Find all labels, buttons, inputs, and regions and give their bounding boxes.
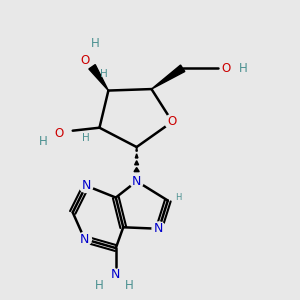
Polygon shape (135, 154, 138, 158)
Polygon shape (136, 147, 137, 151)
Text: H: H (175, 193, 181, 202)
Circle shape (78, 232, 92, 246)
Text: H: H (100, 69, 108, 79)
Text: N: N (154, 222, 164, 235)
Polygon shape (89, 64, 108, 91)
Polygon shape (134, 174, 140, 178)
Text: H: H (82, 133, 90, 143)
Text: N: N (111, 268, 121, 281)
Polygon shape (135, 161, 139, 165)
Polygon shape (152, 65, 185, 89)
Text: H: H (95, 279, 104, 292)
Circle shape (79, 179, 93, 193)
Text: O: O (55, 127, 64, 140)
Text: H: H (39, 135, 47, 148)
Text: O: O (221, 62, 230, 75)
Text: O: O (80, 54, 89, 67)
Text: N: N (132, 175, 141, 188)
Circle shape (152, 222, 166, 236)
Circle shape (165, 114, 180, 129)
Text: N: N (81, 179, 91, 192)
Polygon shape (134, 167, 139, 172)
Circle shape (130, 174, 143, 188)
Text: N: N (80, 233, 89, 246)
Text: O: O (168, 115, 177, 128)
Text: H: H (91, 37, 99, 50)
Text: H: H (239, 62, 248, 75)
Text: H: H (125, 279, 134, 292)
